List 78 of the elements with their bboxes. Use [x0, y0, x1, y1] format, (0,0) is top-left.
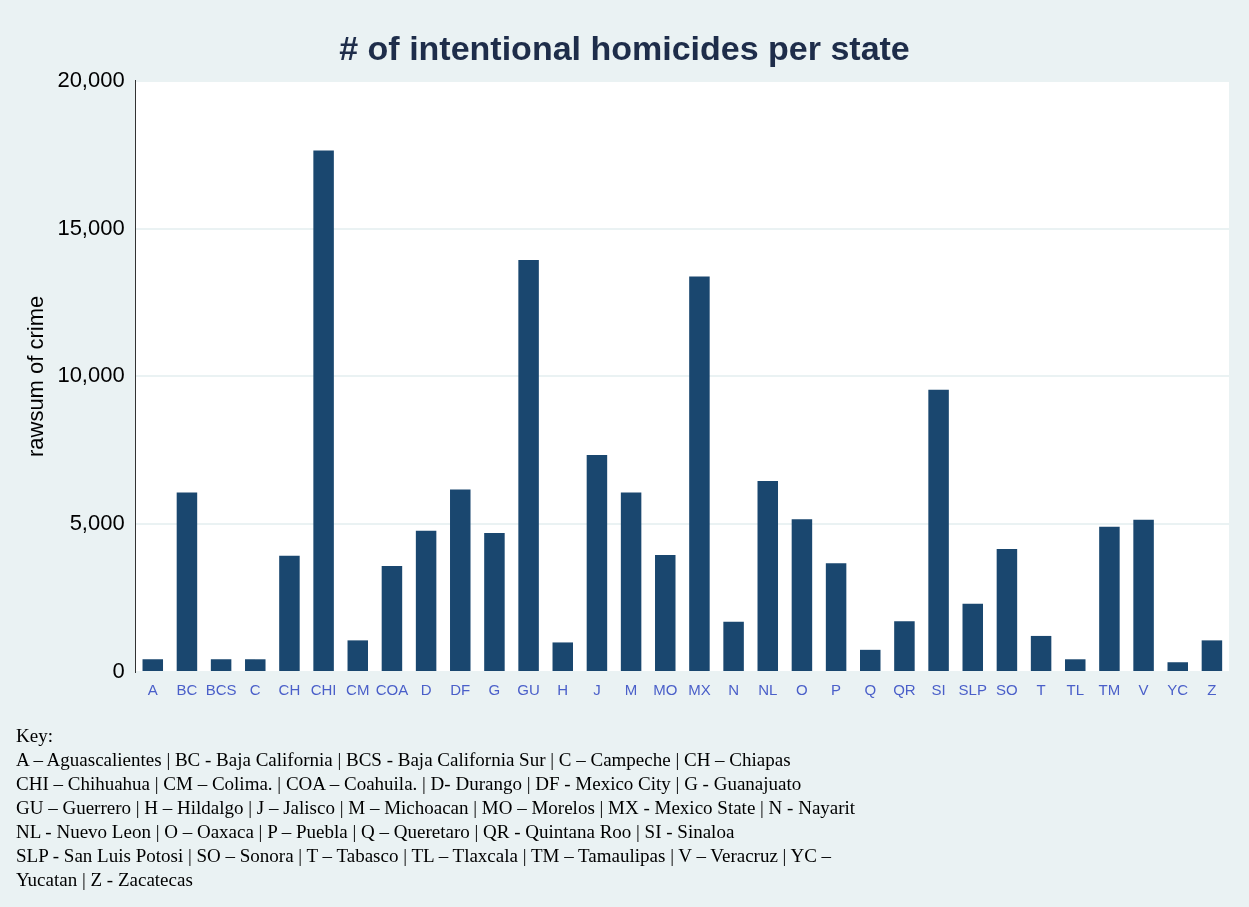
bar: [210, 659, 232, 671]
bar: [757, 481, 779, 671]
x-tick-label: CHI: [310, 681, 337, 699]
x-tick-label: GU: [517, 681, 540, 699]
bar: [928, 389, 949, 671]
bar: [620, 492, 642, 671]
text: SLP - San Luis Potosi | SO – Sonora | T – Tabasco | TL – Tlaxcala | TM – Tamaulipas | V – Veracruz | YC –: [16, 844, 833, 868]
x-tick-label: N: [728, 681, 740, 699]
x-tick-label: O: [796, 681, 808, 699]
chart-title: # of intentional homicides per state: [339, 28, 910, 67]
x-tick-label: TL: [1066, 681, 1085, 699]
x-tick-label: CH: [278, 681, 301, 699]
x-tick-label: G: [488, 681, 501, 699]
y-tick-label: 20,000: [57, 66, 125, 92]
bar: [484, 533, 505, 671]
x-tick-label: NL: [758, 681, 778, 699]
bar: [415, 530, 437, 671]
text: A – Aguascalientes | BC - Baja California | BCS - Baja California Sur | C – Campeche | CH – Chiapas: [16, 748, 792, 772]
bar: [723, 621, 744, 671]
x-tick-label: CM: [346, 681, 370, 699]
x-tick-label: YC: [1167, 681, 1189, 699]
x-tick-label: C: [249, 681, 261, 699]
bar: [552, 642, 574, 671]
bar: [1030, 635, 1052, 671]
bar: [142, 659, 164, 671]
x-tick-label: COA: [375, 681, 409, 699]
bar: [894, 621, 915, 671]
bar: [518, 259, 539, 671]
text: GU – Guerrero | H – Hildalgo | J – Jalisco | M – Michoacan | MO – Morelos | MX - Mexico State | N - Nayarit: [16, 796, 857, 820]
x-tick-label: T: [1036, 681, 1046, 699]
bar: [791, 519, 813, 671]
bar: [313, 150, 334, 671]
x-tick-label: QR: [893, 681, 916, 699]
x-tick-label: Q: [864, 681, 877, 699]
bar: [825, 563, 847, 671]
bar: [586, 455, 608, 671]
y-axis-title: rawsum of crime: [23, 295, 49, 458]
bar: [996, 549, 1018, 671]
bar: [245, 659, 266, 671]
text: Key:: [16, 724, 54, 748]
x-tick-label: H: [557, 681, 569, 699]
x-tick-label: MX: [688, 681, 711, 699]
text: Yucatan | Z - Zacatecas: [16, 868, 194, 892]
bar: [1099, 526, 1120, 671]
text: NL - Nuevo Leon | O – Oaxaca | P – Puebla | Q – Queretaro | QR - Quintana Roo | SI - Sinaloa: [16, 820, 736, 844]
x-tick-label: SI: [931, 681, 946, 699]
x-tick-label: V: [1138, 681, 1149, 699]
x-tick-label: SO: [996, 681, 1018, 699]
text: CHI – Chihuahua | CM – Colima. | COA – Coahuila. | D- Durango | DF - Mexico City | G - Guanajuato: [16, 772, 803, 796]
y-tick-label: 10,000: [57, 362, 125, 388]
x-tick-label: M: [624, 681, 638, 699]
bar: [860, 649, 881, 671]
bar: [279, 555, 300, 671]
x-tick-label: TM: [1098, 681, 1121, 699]
x-tick-label: BCS: [205, 681, 237, 699]
x-tick-label: P: [831, 681, 842, 699]
bar: [1133, 519, 1154, 671]
x-tick-label: Z: [1207, 681, 1217, 699]
bar: [1065, 659, 1086, 671]
bar: [347, 640, 369, 671]
x-tick-label: A: [147, 681, 158, 699]
bar: [176, 492, 198, 671]
x-tick-label: D: [420, 681, 432, 699]
bar: [689, 276, 710, 671]
bar: [962, 603, 984, 671]
x-tick-label: J: [593, 681, 601, 699]
y-tick-label: 0: [112, 658, 125, 684]
x-tick-label: SLP: [958, 681, 987, 699]
bar: [1201, 640, 1223, 671]
x-tick-label: BC: [176, 681, 198, 699]
bar: [655, 554, 676, 671]
bar: [1167, 662, 1188, 671]
y-tick-label: 15,000: [57, 214, 125, 240]
bar: [450, 489, 471, 671]
x-tick-label: MO: [653, 681, 678, 699]
y-tick-label: 5,000: [69, 510, 125, 536]
x-tick-label: DF: [450, 681, 471, 699]
bar: [381, 565, 403, 671]
